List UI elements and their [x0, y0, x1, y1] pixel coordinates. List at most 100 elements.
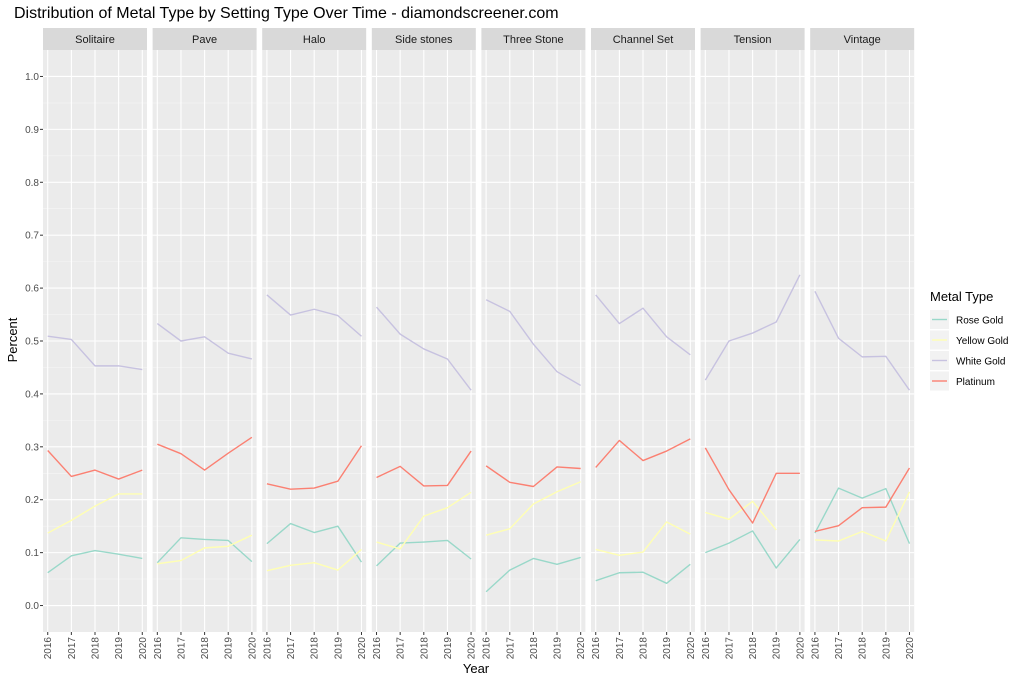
x-tick-label: 2018	[748, 637, 759, 660]
series-line	[47, 493, 143, 534]
y-tick-label: 0.8	[25, 178, 39, 189]
x-tick-label: 2019	[224, 637, 235, 660]
x-tick-label: 2019	[443, 637, 454, 660]
series-line	[156, 322, 253, 360]
facet-panel: Vintage 2016 2017 2018 2019 2020	[810, 28, 916, 659]
legend-title: Metal Type	[930, 289, 993, 304]
x-tick-label: 2016	[43, 637, 54, 660]
facet-strip	[810, 28, 915, 50]
legend-label: White Gold	[956, 357, 1005, 368]
series-line	[376, 306, 472, 391]
legend-label: Rose Gold	[956, 316, 1003, 327]
y-tick-label: 0.2	[25, 495, 39, 506]
x-tick-label: 2020	[686, 637, 697, 660]
facet-strip-label: Vintage	[844, 34, 881, 46]
y-tick-label: 0.4	[25, 389, 39, 400]
series-line	[266, 522, 363, 563]
series-line	[814, 491, 911, 542]
x-tick-label: 2016	[482, 637, 493, 660]
facet-panel: Solitaire 2016 2017 2018 2019 2020	[43, 28, 149, 659]
y-axis-title: Percent	[5, 317, 20, 362]
facet-strip-label: Pave	[192, 34, 217, 46]
series-line	[485, 481, 581, 536]
series-line	[157, 534, 253, 565]
x-tick-label: 2018	[529, 637, 540, 660]
x-tick-label: 2018	[200, 637, 211, 660]
series-line	[376, 539, 472, 567]
x-tick-label: 2020	[905, 637, 916, 660]
x-tick-label: 2017	[286, 637, 297, 660]
facet-strip	[481, 28, 586, 50]
series-line	[814, 290, 911, 391]
y-axis: 0.0 0.1 0.2 0.3 0.4 0.5 0.6 0.7 0.8 0.9 1.0	[25, 72, 43, 612]
facet-panel: Tension 2016 2017 2018 2019 2020	[700, 28, 806, 660]
x-tick-label: 2020	[467, 637, 478, 660]
facet-panel: Three Stone 2016 2017 2018 2019 2020	[481, 28, 587, 659]
x-tick-label: 2016	[810, 637, 821, 660]
x-tick-label: 2016	[591, 637, 602, 660]
series-line	[157, 436, 253, 471]
series-line	[376, 491, 472, 550]
series-line	[595, 563, 691, 585]
x-tick-label: 2020	[247, 637, 258, 660]
x-tick-label: 2018	[639, 637, 650, 660]
series-line	[156, 537, 253, 564]
x-tick-label: 2018	[858, 637, 869, 660]
y-tick-label: 0.3	[25, 442, 39, 453]
x-tick-label: 2017	[724, 637, 735, 660]
y-tick-label: 0.7	[25, 231, 39, 242]
facet-strip-label: Tension	[734, 34, 772, 46]
series-line	[814, 467, 911, 533]
facet-strip	[152, 28, 257, 50]
y-tick-label: 0.6	[25, 284, 39, 295]
x-tick-label: 2017	[615, 637, 626, 660]
facet-panels: Solitaire 2016 2017 2018 2019 2020 Pave 2016 201…	[43, 28, 916, 659]
facet-strip-label: Channel Set	[613, 34, 674, 46]
legend-label: Platinum	[956, 377, 995, 388]
series-line	[266, 548, 362, 572]
x-tick-label: 2019	[553, 637, 564, 660]
x-tick-label: 2020	[138, 637, 149, 660]
legend-label: Yellow Gold	[956, 336, 1008, 347]
legend: Metal Type Rose Gold Yellow Gold White Gol…	[930, 289, 1008, 391]
facet-panel: Pave 2016 2017 2018 2019 2020	[152, 28, 258, 660]
x-tick-label: 2016	[701, 637, 712, 660]
facet-strip	[700, 28, 805, 50]
facet-strip	[371, 28, 476, 50]
x-tick-label: 2016	[372, 637, 383, 660]
x-tick-label: 2018	[310, 637, 321, 660]
x-tick-label: 2017	[505, 637, 516, 660]
x-tick-label: 2018	[91, 637, 102, 660]
series-line	[266, 294, 362, 337]
y-tick-label: 0.5	[25, 337, 39, 348]
chart-title: Distribution of Metal Type by Setting Ty…	[14, 5, 559, 22]
series-line	[595, 294, 691, 356]
facet-panel: Channel Set 2016 2017 2018 2019 2020	[591, 28, 697, 659]
series-line	[704, 447, 800, 524]
series-line	[47, 549, 143, 574]
series-line	[814, 487, 911, 544]
series-line	[485, 465, 581, 488]
facet-strip-label: Side stones	[395, 34, 453, 46]
series-line	[47, 335, 143, 371]
x-tick-label: 2016	[262, 637, 273, 660]
series-line	[704, 274, 801, 381]
x-tick-label: 2017	[67, 637, 78, 660]
series-line	[485, 299, 582, 387]
x-tick-label: 2020	[357, 637, 368, 660]
y-tick-label: 0.9	[25, 125, 39, 136]
series-line	[595, 438, 691, 468]
x-tick-label: 2017	[834, 637, 845, 660]
x-tick-label: 2018	[419, 637, 430, 660]
x-tick-label: 2019	[114, 637, 125, 660]
y-tick-label: 0.0	[25, 601, 39, 612]
series-line	[595, 521, 691, 556]
facet-strip	[591, 28, 695, 50]
x-tick-label: 2016	[153, 637, 164, 660]
series-line	[705, 530, 801, 569]
x-tick-label: 2019	[881, 637, 892, 660]
x-axis-title: Year	[463, 661, 490, 676]
series-line	[376, 450, 472, 487]
